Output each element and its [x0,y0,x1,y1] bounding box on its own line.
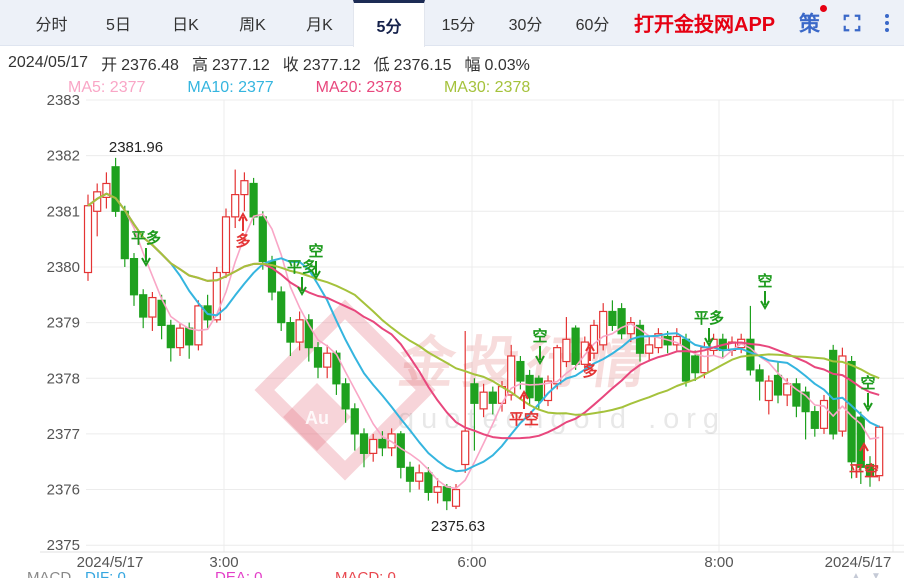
y-axis-label: 2383 [47,92,80,109]
tab-15分[interactable]: 15分 [441,16,476,34]
signal-short: 空 [860,374,876,413]
signal-short: 空 [532,327,548,366]
ma-line-5 [87,192,880,490]
tab-分时[interactable]: 分时 [35,16,68,34]
svg-text:平空: 平空 [849,462,879,480]
ma-legend-item: MA20: 2378 [315,79,402,96]
tab-日K[interactable]: 日K [172,16,199,34]
y-axis-label: 2376 [47,482,80,499]
signal-short: 空 [308,242,324,281]
low-value: 低 2376.15 [373,57,452,74]
y-axis-label: 2380 [47,259,80,276]
tab-5日[interactable]: 5日 [106,16,131,34]
toolbar-icons: 策 [799,0,904,45]
tab-月K[interactable]: 月K [306,16,333,34]
period-tabs: 分时 5日 日K 周K 月K 5分 15分 30分 60分 [0,0,626,47]
tab-5分[interactable]: 5分 [353,0,425,47]
signal-long: 多 [235,211,251,250]
tab-30分[interactable]: 30分 [508,16,543,34]
pager-down-icon[interactable]: ▼ [871,571,881,578]
y-axis-label: 2382 [47,148,80,165]
ma-legend-item: MA30: 2378 [443,79,531,96]
ma-line-10 [87,192,880,473]
svg-text:多: 多 [582,362,597,380]
x-axis-label: 8:00 [704,554,733,571]
svg-text:空: 空 [532,327,547,345]
notification-dot [820,4,827,12]
x-axis-label: 6:00 [457,554,486,571]
y-axis-label: 2375 [47,537,80,554]
strategy-icon-label: 策 [799,12,820,36]
svg-text:quotecngold .org: quotecngold .org [398,403,726,435]
x-axis-label: 3:00 [209,554,238,571]
strategy-icon[interactable]: 策 [799,4,827,38]
open-app-link[interactable]: 打开金投网APP [634,14,776,36]
x-axis-label: 2024/5/17 [825,554,892,571]
y-axis-label: 2377 [47,426,80,443]
high-value: 高 2377.12 [191,57,270,74]
svg-text:空: 空 [757,272,772,290]
pager-up-icon[interactable]: ▲ [851,571,861,578]
macd-name[interactable]: MACD [27,569,72,578]
more-menu-icon[interactable] [884,13,890,33]
svg-text:平空: 平空 [509,410,539,428]
signal-long: 平空 [849,441,879,480]
y-axis-label: 2381 [47,203,80,220]
macd-value: MACD: 0 [335,569,396,578]
y-axis-label: 2378 [47,370,80,387]
ma-legend: MA5: 2377 MA10: 2377 MA20: 2378 MA30: 2378 [68,79,530,97]
svg-text:平多: 平多 [694,309,724,327]
change-value: 幅 0.03% [464,57,530,74]
ma-legend-item: MA10: 2377 [187,79,274,96]
macd-value: DEA: 0 [215,569,263,578]
signal-short: 空 [757,272,773,311]
macd-indicator-bar: MACD DIF: 0 DEA: 0 MACD: 0 [0,569,904,578]
svg-text:平多: 平多 [287,258,317,276]
ma-line-30 [87,192,880,416]
tab-60分[interactable]: 60分 [575,16,610,34]
signal-short: 平多 [694,309,724,348]
close-value: 收 2377.12 [282,57,361,74]
signal-long: 平空 [509,389,539,428]
fullscreen-icon[interactable] [842,13,862,33]
y-axis-label: 2379 [47,315,80,332]
svg-text:多: 多 [235,232,250,250]
svg-text:空: 空 [308,242,323,260]
signal-short: 平多 [287,258,317,297]
svg-text:Au: Au [305,408,329,428]
svg-text:平多: 平多 [131,229,161,247]
tab-周K[interactable]: 周K [239,16,266,34]
session-high-label: 2381.96 [109,139,163,156]
x-axis-label: 2024/5/17 [77,554,144,571]
signal-short: 平多 [131,229,161,268]
candles [83,157,884,511]
period-tabbar: 分时 5日 日K 周K 月K 5分 15分 30分 60分 打开金投网APP 策 [0,0,904,47]
quote-date: 2024/05/17 [8,54,89,71]
session-low-label: 2375.63 [431,518,485,535]
open-value: 开 2376.48 [101,57,179,74]
svg-text:空: 空 [860,374,875,392]
ma-legend-item: MA5: 2377 [68,79,146,96]
signal-long: 多 [582,341,598,380]
macd-value: DIF: 0 [85,569,126,578]
